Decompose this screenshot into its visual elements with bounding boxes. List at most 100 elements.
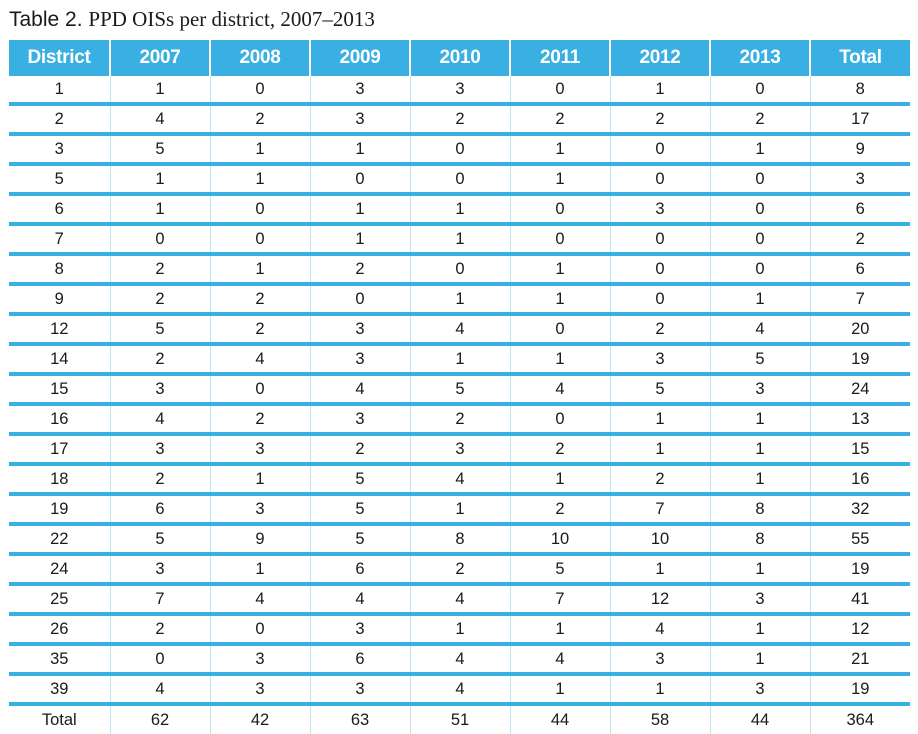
district-cell: 35 — [9, 642, 111, 674]
table-cell: 1 — [510, 462, 611, 494]
total-label: Total — [9, 702, 111, 734]
table-cell: 7 — [110, 582, 211, 614]
table-cell: 2 — [810, 222, 910, 254]
table-cell: 5 — [610, 372, 711, 404]
table-cell: 3 — [210, 432, 311, 464]
table-row: 39 4 3 3 4 1 1 3 19 — [9, 672, 910, 704]
table-cell: 0 — [410, 162, 511, 194]
table-cell: 3 — [210, 642, 311, 674]
table-cell: 4 — [510, 372, 611, 404]
table-cell: 3 — [210, 672, 311, 704]
table-cell: 0 — [210, 192, 311, 224]
table-cell: 0 — [710, 162, 811, 194]
table-cell: 1 — [410, 192, 511, 224]
table-cell: 5 — [110, 312, 211, 344]
table-cell: 1 — [710, 402, 811, 434]
table-cell: 3 — [610, 342, 711, 374]
table-cell: 2 — [710, 102, 811, 134]
district-cell: 19 — [9, 492, 111, 524]
table-cell: 55 — [810, 522, 910, 554]
caption-title: PPD OISs per district, 2007–2013 — [88, 7, 375, 31]
table-cell: 1 — [710, 642, 811, 674]
table-cell: 3 — [310, 102, 411, 134]
table-row: 15 3 0 4 5 4 5 3 24 — [9, 372, 910, 404]
table-cell: 1 — [710, 612, 811, 644]
table-cell: 16 — [810, 462, 910, 494]
table-cell: 2 — [410, 402, 511, 434]
column-header: 2013 — [710, 40, 811, 76]
table-cell: 8 — [410, 522, 511, 554]
table-cell: 24 — [810, 372, 910, 404]
table-cell: 1 — [110, 162, 211, 194]
table-body: 1 1 0 3 3 0 1 0 8 2 4 2 3 2 2 2 2 17 3 5 1 1 0 1 0 1 9 5 1 1 0 0 1 0 0 3 6 1 0… — [9, 76, 910, 704]
table-cell: 0 — [510, 402, 611, 434]
district-cell: 9 — [9, 282, 111, 314]
total-cell: 364 — [810, 702, 910, 734]
table-cell: 1 — [410, 612, 511, 644]
table-row: 26 2 0 3 1 1 4 1 12 — [9, 612, 910, 644]
table-cell: 1 — [710, 552, 811, 584]
district-cell: 15 — [9, 372, 111, 404]
table-cell: 1 — [310, 132, 411, 164]
table-cell: 3 — [110, 432, 211, 464]
district-cell: 16 — [9, 402, 111, 434]
table-cell: 1 — [110, 76, 211, 104]
table-cell: 3 — [410, 432, 511, 464]
table-caption: Table 2. PPD OISs per district, 2007–201… — [9, 3, 375, 35]
table-cell: 0 — [110, 642, 211, 674]
table-cell: 6 — [110, 492, 211, 524]
table-cell: 1 — [210, 162, 311, 194]
table-cell: 1 — [210, 462, 311, 494]
table-cell: 8 — [710, 522, 811, 554]
table-cell: 8 — [710, 492, 811, 524]
district-cell: 1 — [9, 76, 111, 104]
table-cell: 2 — [110, 342, 211, 374]
total-cell: 62 — [110, 702, 211, 734]
table-cell: 2 — [310, 432, 411, 464]
table-cell: 1 — [610, 402, 711, 434]
table-cell: 1 — [310, 192, 411, 224]
table-cell: 9 — [210, 522, 311, 554]
table-cell: 13 — [810, 402, 910, 434]
table-cell: 1 — [710, 432, 811, 464]
table-cell: 0 — [210, 222, 311, 254]
table-cell: 6 — [810, 252, 910, 284]
column-header: 2007 — [110, 40, 211, 76]
table-cell: 1 — [510, 282, 611, 314]
table-cell: 3 — [310, 672, 411, 704]
table-cell: 1 — [210, 552, 311, 584]
table-cell: 0 — [310, 162, 411, 194]
table-cell: 3 — [310, 342, 411, 374]
table-cell: 2 — [210, 312, 311, 344]
table-cell: 0 — [210, 372, 311, 404]
table-cell: 2 — [110, 462, 211, 494]
table-cell: 0 — [510, 76, 611, 104]
table-cell: 2 — [510, 102, 611, 134]
table-cell: 5 — [110, 522, 211, 554]
table-cell: 0 — [610, 282, 711, 314]
table-cell: 1 — [610, 672, 711, 704]
district-cell: 25 — [9, 582, 111, 614]
table-cell: 2 — [310, 252, 411, 284]
table-cell: 3 — [810, 162, 910, 194]
table-cell: 4 — [210, 342, 311, 374]
table-cell: 2 — [110, 252, 211, 284]
table-cell: 0 — [710, 76, 811, 104]
table-row: 18 2 1 5 4 1 2 1 16 — [9, 462, 910, 494]
table-cell: 2 — [610, 462, 711, 494]
district-cell: 14 — [9, 342, 111, 374]
table-cell: 1 — [210, 252, 311, 284]
table-total-row: Total 62 42 63 51 44 58 44 364 — [9, 702, 910, 734]
table-cell: 1 — [510, 342, 611, 374]
table-row: 14 2 4 3 1 1 3 5 19 — [9, 342, 910, 374]
district-cell: 12 — [9, 312, 111, 344]
ois-district-table: District 2007 2008 2009 2010 2011 2012 2013 Tota… — [9, 40, 910, 734]
table-cell: 0 — [710, 192, 811, 224]
table-cell: 0 — [510, 222, 611, 254]
table-cell: 4 — [410, 642, 511, 674]
table-row: 25 7 4 4 4 7 12 3 41 — [9, 582, 910, 614]
table-cell: 3 — [410, 76, 511, 104]
table-cell: 0 — [310, 282, 411, 314]
